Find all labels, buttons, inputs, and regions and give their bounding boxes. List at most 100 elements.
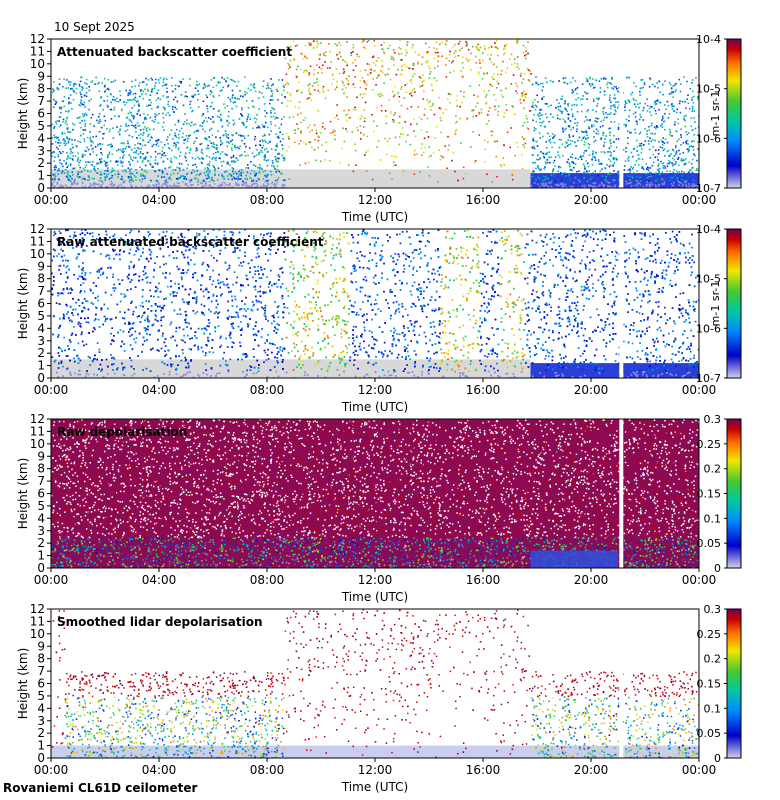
- x-tick-label: 08:00: [250, 383, 285, 397]
- colorbar-tick-label: 10-4: [696, 33, 721, 46]
- y-tick-label: 1: [37, 169, 45, 183]
- x-tick-label: 00:00: [34, 763, 69, 777]
- y-tick-label: 10: [30, 627, 45, 641]
- x-tick-label: 08:00: [250, 193, 285, 207]
- x-axis-label: Time (UTC): [341, 210, 408, 224]
- y-axis-label: Height (km): [16, 78, 30, 149]
- y-tick-label: 8: [37, 82, 45, 96]
- colorbar-tick-label: 0.3: [704, 603, 722, 616]
- colorbar-tick-label: 10-7: [696, 372, 721, 385]
- y-tick-label: 3: [37, 334, 45, 348]
- x-tick-label: 04:00: [142, 763, 177, 777]
- y-tick-label: 10: [30, 437, 45, 451]
- y-tick-label: 5: [37, 689, 45, 703]
- instrument-label: Rovaniemi CL61D ceilometer: [3, 781, 197, 795]
- y-tick-label: 12: [30, 32, 45, 46]
- y-tick-label: 6: [37, 107, 45, 121]
- x-tick-label: 16:00: [466, 573, 501, 587]
- colorbar-tick-label: 0.15: [697, 488, 722, 501]
- colorbar-tick-label: 10-6: [696, 322, 721, 335]
- x-tick-label: 20:00: [574, 763, 609, 777]
- colorbar: [726, 608, 742, 759]
- y-tick-label: 7: [37, 94, 45, 108]
- y-tick-label: 8: [37, 462, 45, 476]
- y-tick-label: 0: [37, 751, 45, 765]
- chart-title: Smoothed lidar depolarisation: [57, 615, 263, 629]
- colorbar-tick-label: 10-4: [696, 223, 721, 236]
- heatmap-field: [51, 609, 699, 758]
- x-tick-label: 08:00: [250, 573, 285, 587]
- x-tick-label: 04:00: [142, 573, 177, 587]
- x-tick-label: 20:00: [574, 193, 609, 207]
- x-tick-label: 04:00: [142, 193, 177, 207]
- x-tick-label: 00:00: [34, 573, 69, 587]
- y-tick-label: 11: [30, 614, 45, 628]
- heatmap-field: [51, 229, 699, 378]
- y-tick-label: 1: [37, 359, 45, 373]
- chart-title: Raw attenuated backscatter coefficient: [57, 235, 324, 249]
- chart-title: Raw depolarisation: [57, 425, 187, 439]
- plot-frame: [50, 608, 700, 759]
- plot-frame: [50, 38, 700, 189]
- x-tick-label: 20:00: [574, 383, 609, 397]
- colorbar-tick-label: 0.2: [704, 463, 722, 476]
- y-tick-label: 0: [37, 561, 45, 575]
- y-tick-label: 4: [37, 321, 45, 335]
- y-tick-label: 3: [37, 144, 45, 158]
- y-tick-label: 11: [30, 234, 45, 248]
- colorbar-tick-label: 10-5: [696, 273, 721, 286]
- y-tick-label: 9: [37, 69, 45, 83]
- y-tick-label: 3: [37, 714, 45, 728]
- colorbar-tick-label: 0.1: [704, 702, 722, 715]
- x-tick-label: 00:00: [34, 193, 69, 207]
- y-tick-label: 7: [37, 474, 45, 488]
- colorbar-unit-label: m-1 sr-1: [709, 281, 722, 327]
- colorbar-tick-label: 0: [714, 752, 721, 765]
- y-tick-label: 6: [37, 487, 45, 501]
- colorbar-tick-label: 0.2: [704, 653, 722, 666]
- x-tick-label: 12:00: [358, 763, 393, 777]
- y-tick-label: 0: [37, 371, 45, 385]
- colorbar-tick-label: 0.05: [697, 727, 722, 740]
- x-tick-label: 12:00: [358, 193, 393, 207]
- y-tick-label: 9: [37, 449, 45, 463]
- y-tick-label: 7: [37, 664, 45, 678]
- colorbar-tick-label: 0: [714, 562, 721, 575]
- colorbar-unit-label: m-1 sr-1: [709, 91, 722, 137]
- y-axis-label: Height (km): [16, 458, 30, 529]
- chart-title: Attenuated backscatter coefficient: [57, 45, 292, 59]
- y-tick-label: 2: [37, 726, 45, 740]
- x-tick-label: 08:00: [250, 763, 285, 777]
- x-tick-label: 12:00: [358, 573, 393, 587]
- y-tick-label: 7: [37, 284, 45, 298]
- x-tick-label: 00:00: [682, 763, 717, 777]
- x-tick-label: 04:00: [142, 383, 177, 397]
- colorbar-tick-label: 10-6: [696, 132, 721, 145]
- y-tick-label: 12: [30, 222, 45, 236]
- x-tick-label: 20:00: [574, 573, 609, 587]
- colorbar-tick-label: 0.25: [697, 438, 722, 451]
- y-tick-label: 6: [37, 297, 45, 311]
- x-tick-label: 16:00: [466, 193, 501, 207]
- x-tick-label: 16:00: [466, 763, 501, 777]
- y-tick-label: 4: [37, 701, 45, 715]
- date-label: 10 Sept 2025: [54, 20, 135, 34]
- colorbar-tick-label: 0.05: [697, 537, 722, 550]
- y-tick-label: 4: [37, 511, 45, 525]
- y-tick-label: 12: [30, 412, 45, 426]
- y-tick-label: 2: [37, 156, 45, 170]
- y-axis-label: Height (km): [16, 648, 30, 719]
- colorbar-tick-label: 0.25: [697, 628, 722, 641]
- colorbar: [726, 228, 742, 379]
- x-axis-label: Time (UTC): [341, 590, 408, 604]
- colorbar-tick-label: 0.15: [697, 678, 722, 691]
- y-tick-label: 12: [30, 602, 45, 616]
- heatmap-field: [51, 419, 699, 568]
- y-tick-label: 10: [30, 57, 45, 71]
- y-tick-label: 5: [37, 499, 45, 513]
- colorbar-tick-label: 10-7: [696, 182, 721, 195]
